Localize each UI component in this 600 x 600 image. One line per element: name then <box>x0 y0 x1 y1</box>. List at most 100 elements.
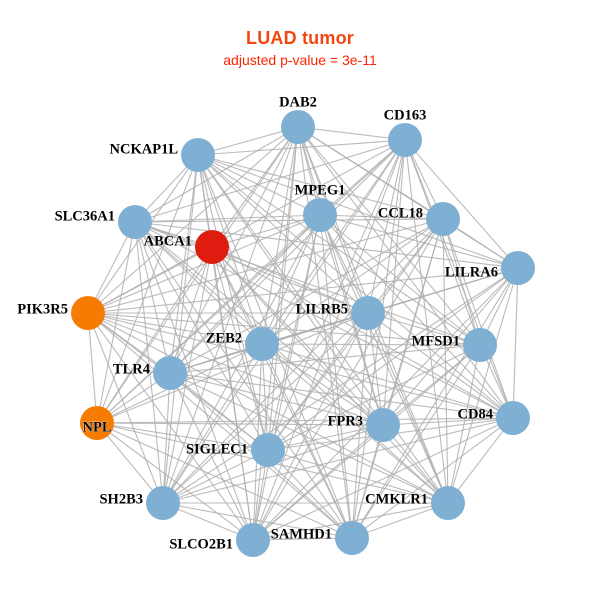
graph-edge <box>404 139 519 269</box>
graph-edge <box>211 246 514 419</box>
graph-node-ccl18[interactable] <box>426 202 460 236</box>
graph-node-cd84[interactable] <box>496 401 530 435</box>
graph-node-siglec1[interactable] <box>251 433 285 467</box>
graph-edge <box>252 424 384 541</box>
graph-edge <box>404 139 449 504</box>
graph-node-label-siglec1: SIGLEC1 <box>186 441 248 457</box>
graph-edge <box>351 502 449 539</box>
graph-edge <box>211 246 384 426</box>
graph-node-slc36a1[interactable] <box>118 205 152 239</box>
page-subtitle: adjusted p-value = 3e-11 <box>223 52 377 68</box>
graph-edge <box>297 126 514 419</box>
graph-edge <box>297 126 406 141</box>
graph-edge <box>134 221 164 504</box>
graph-edge <box>351 417 514 539</box>
graph-edge <box>162 267 519 504</box>
graph-edge <box>96 417 514 424</box>
graph-node-label-dab2: DAB2 <box>279 94 317 110</box>
graph-node-label-npl: NPL <box>83 419 112 435</box>
graph-edge <box>134 221 481 346</box>
graph-edge <box>252 344 481 541</box>
graph-edge <box>447 417 514 504</box>
graph-node-dab2[interactable] <box>281 110 315 144</box>
graph-node-label-lilrb5: LILRB5 <box>296 301 348 317</box>
node-layer <box>71 110 535 557</box>
node-label-layer: DAB2 CD163 NCKAP1L CCL18 MPEG1 SLC36A1 ABCA1 LI… <box>17 94 498 553</box>
graph-edge <box>169 372 269 451</box>
graph-edge <box>252 218 444 541</box>
graph-node-label-lilra6: LILRA6 <box>445 264 498 280</box>
graph-edge <box>252 139 406 541</box>
graph-edge <box>87 312 98 424</box>
graph-node-npl[interactable] <box>80 406 114 440</box>
graph-edge <box>134 221 171 374</box>
graph-node-mfsd1[interactable] <box>463 328 497 362</box>
graph-edge <box>169 246 213 374</box>
graph-node-mpeg1[interactable] <box>303 198 337 232</box>
graph-edge <box>169 154 199 374</box>
graph-edge <box>442 218 514 419</box>
graph-node-lilra6[interactable] <box>501 251 535 285</box>
graph-edge <box>261 343 481 346</box>
graph-edge <box>96 221 136 424</box>
graph-edge <box>211 126 299 248</box>
graph-node-zeb2[interactable] <box>245 327 279 361</box>
graph-edge <box>261 343 384 426</box>
graph-edge <box>169 218 444 374</box>
graph-node-label-cd84: CD84 <box>458 406 493 422</box>
graph-node-label-abca1: ABCA1 <box>144 233 192 249</box>
graph-edge <box>162 417 514 504</box>
graph-edge <box>267 267 519 451</box>
graph-edge <box>134 221 269 451</box>
graph-edge <box>442 218 449 504</box>
graph-edge <box>319 214 449 504</box>
graph-edge <box>162 372 171 504</box>
graph-edge <box>211 246 254 541</box>
graph-edge <box>87 312 481 346</box>
page-title: LUAD tumor <box>246 28 354 48</box>
graph-edge <box>96 422 254 541</box>
graph-edge <box>512 267 519 419</box>
graph-edge <box>382 139 406 426</box>
graph-node-cmklr1[interactable] <box>431 486 465 520</box>
graph-edge <box>134 221 369 314</box>
graph-edge <box>319 214 444 220</box>
graph-edge <box>267 139 406 451</box>
graph-edge <box>404 139 481 346</box>
graph-node-label-slc36a1: SLC36A1 <box>55 208 115 224</box>
graph-node-lilrb5[interactable] <box>351 296 385 330</box>
graph-node-abca1[interactable] <box>195 230 229 264</box>
graph-edge <box>134 214 321 223</box>
graph-node-tlr4[interactable] <box>153 356 187 390</box>
graph-edge <box>197 154 321 216</box>
graph-node-nckap1l[interactable] <box>181 138 215 172</box>
graph-edge <box>96 422 353 539</box>
graph-node-label-cd163: CD163 <box>384 107 427 123</box>
graph-node-cd163[interactable] <box>388 123 422 157</box>
graph-edge <box>252 267 519 541</box>
graph-edge <box>404 139 514 419</box>
graph-edge <box>169 372 254 541</box>
graph-edge <box>87 312 254 541</box>
graph-node-fpr3[interactable] <box>366 408 400 442</box>
graph-node-pik3r5[interactable] <box>71 296 105 330</box>
graph-edge <box>211 246 369 314</box>
graph-node-slco2b1[interactable] <box>236 523 270 557</box>
edge-layer <box>87 126 519 541</box>
graph-edge <box>267 126 299 451</box>
graph-node-label-tlr4: TLR4 <box>113 361 150 377</box>
graph-node-label-slco2b1: SLCO2B1 <box>169 536 233 552</box>
graph-edge <box>169 372 449 504</box>
graph-edge <box>367 312 481 346</box>
graph-edge <box>211 214 321 248</box>
graph-node-samhd1[interactable] <box>335 521 369 555</box>
graph-edge <box>134 221 519 269</box>
graph-edge <box>96 422 269 451</box>
graph-node-sh2b3[interactable] <box>146 486 180 520</box>
graph-edge <box>87 312 164 504</box>
graph-edge <box>261 343 449 504</box>
graph-edge <box>96 422 384 426</box>
graph-node-label-ccl18: CCL18 <box>378 205 423 221</box>
graph-edge <box>87 312 514 419</box>
